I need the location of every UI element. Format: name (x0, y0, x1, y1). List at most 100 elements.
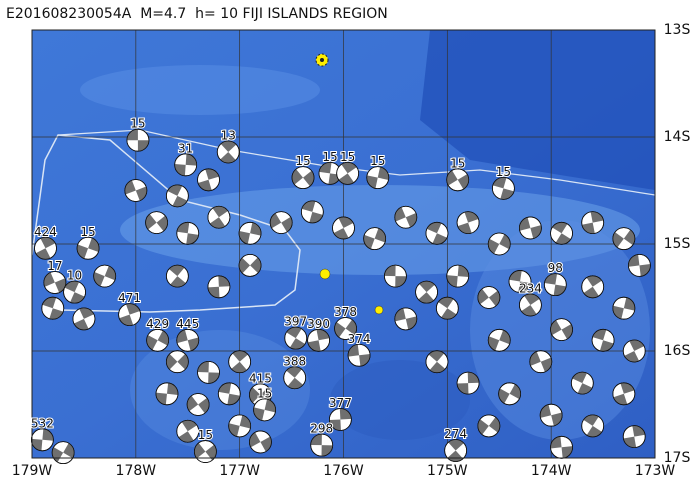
beachball-quadrant (260, 386, 272, 403)
beachball-quadrant (623, 436, 637, 448)
beachball-outline (612, 296, 636, 320)
beachball (550, 435, 573, 459)
beachball-outline (529, 350, 553, 374)
beachball-outline (446, 168, 470, 192)
beachball-outline (228, 414, 252, 438)
beachball-quadrant (79, 307, 94, 319)
beachball-quadrant (145, 214, 157, 230)
x-tick-label: 176W (323, 463, 364, 479)
beachball-quadrant (104, 265, 116, 281)
beachball-quadrant (137, 140, 149, 152)
beachball-quadrant (583, 286, 599, 298)
beachball (570, 371, 594, 395)
beachball (519, 216, 542, 240)
depth-label: 15 (198, 428, 213, 442)
beachball-outline (186, 393, 210, 416)
beachball-outline (581, 275, 605, 299)
beachball-outline (300, 200, 324, 224)
beachball-outline (477, 286, 501, 309)
beachball-outline (124, 179, 148, 202)
beachball-quadrant (310, 434, 322, 446)
frame (31, 29, 656, 459)
beachball (581, 211, 605, 235)
beachball-quadrant (157, 330, 169, 346)
beachball (174, 153, 198, 177)
depth-label: 388 (283, 354, 306, 368)
beachball-outline (581, 211, 605, 235)
beachball-quadrant (561, 324, 573, 340)
beachball-outline (487, 328, 511, 352)
beachball-quadrant (167, 184, 183, 196)
beachball-quadrant (185, 153, 197, 166)
beachball-quadrant (419, 281, 435, 293)
beachball-quadrant (338, 173, 354, 185)
depth-label: 298 (310, 422, 333, 436)
beachball-quadrant (550, 320, 562, 336)
beachball (622, 339, 646, 363)
beachball-quadrant (394, 207, 406, 222)
depth-label: 15 (370, 154, 385, 168)
beachball-quadrant (178, 431, 194, 443)
beachball-outline (118, 303, 142, 327)
beachball (291, 166, 315, 190)
beachball-quadrant (239, 231, 251, 245)
beachball-quadrant (209, 217, 226, 229)
beachball-outline (446, 264, 470, 288)
beachball-outline (238, 253, 262, 277)
beachball-quadrant (572, 372, 587, 384)
beachball-quadrant (550, 436, 562, 449)
beachball-quadrant (321, 445, 333, 457)
beachball-outline (498, 382, 522, 406)
beachball-quadrant (197, 361, 209, 373)
beachball-quadrant (73, 318, 89, 330)
depth-label: 15 (257, 386, 272, 400)
beachball (492, 176, 515, 200)
beachball-quadrant (628, 254, 640, 267)
beachball-outline (394, 307, 418, 331)
map-title: E201608230054A M=4.7 h= 10 FIJI ISLANDS … (6, 6, 388, 22)
beachball (446, 264, 470, 288)
beachball-outline (176, 328, 200, 352)
beachball-quadrant (583, 414, 599, 426)
beachball (155, 382, 179, 406)
y-tick-label: 17S (664, 450, 691, 466)
beachball-quadrant (446, 275, 458, 288)
beachball (207, 275, 231, 299)
beachball-quadrant (172, 195, 188, 207)
beachball-quadrant (366, 175, 378, 189)
depth-label: 17 (47, 259, 62, 273)
beachball (336, 161, 360, 185)
beachball (63, 280, 86, 304)
depth-label: 15 (80, 225, 95, 239)
beachball-outline (384, 264, 407, 288)
beachball (622, 425, 646, 449)
beachball-quadrant (63, 443, 75, 459)
beachball-quadrant (418, 292, 434, 304)
beachball (30, 428, 54, 452)
beachball-quadrant (205, 444, 217, 461)
beachball-quadrant (623, 297, 635, 311)
beachball (366, 166, 390, 190)
beachball (384, 264, 407, 288)
beachball-quadrant (126, 129, 138, 141)
beachball-quadrant (341, 162, 357, 174)
beachball-quadrant (639, 264, 651, 277)
event-marker (319, 268, 331, 280)
beachball-outline (363, 227, 387, 251)
x-tick-label: 175W (427, 463, 468, 479)
beachball (612, 227, 636, 251)
beachball-quadrant (623, 229, 635, 246)
beachball-outline (253, 398, 276, 422)
beachball (612, 296, 636, 320)
depth-label: 31 (178, 141, 193, 155)
beachball-quadrant (329, 419, 341, 431)
beachball-quadrant (446, 170, 458, 186)
beachball (253, 398, 276, 422)
beachball (34, 236, 57, 260)
beachball-quadrant (316, 329, 330, 341)
depth-label: 13 (221, 128, 236, 142)
beachball-outline (165, 184, 189, 208)
beachball-outline (269, 211, 293, 235)
beachball (284, 326, 308, 350)
